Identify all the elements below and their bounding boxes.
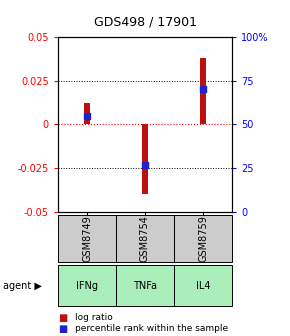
Text: GSM8759: GSM8759 [198,215,208,262]
Point [143,162,147,167]
Bar [84,103,90,124]
Text: GDS498 / 17901: GDS498 / 17901 [93,15,197,28]
Text: log ratio: log ratio [75,313,113,322]
Text: GSM8749: GSM8749 [82,215,92,262]
Text: ■: ■ [58,324,67,334]
Text: agent ▶: agent ▶ [3,281,42,291]
Bar [200,58,206,124]
Text: IFNg: IFNg [76,281,98,291]
Text: percentile rank within the sample: percentile rank within the sample [75,324,229,333]
Bar [142,124,148,194]
Point [85,113,89,118]
Text: GSM8754: GSM8754 [140,215,150,262]
Text: TNFa: TNFa [133,281,157,291]
Point [201,87,205,92]
Text: IL4: IL4 [196,281,210,291]
Text: ■: ■ [58,312,67,323]
